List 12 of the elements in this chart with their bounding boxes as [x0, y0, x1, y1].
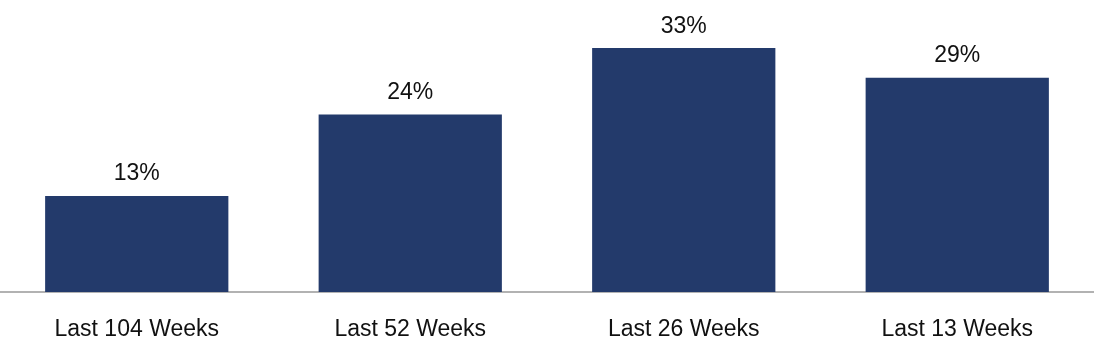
bar	[865, 77, 1049, 292]
x-tick-label: Last 13 Weeks	[881, 314, 1034, 341]
data-label: 13%	[113, 159, 160, 186]
x-tick-label: Last 52 Weeks	[334, 314, 487, 341]
data-label: 24%	[387, 78, 434, 105]
bar	[318, 114, 502, 292]
data-label: 33%	[660, 11, 707, 38]
x-tick-label: Last 26 Weeks	[607, 314, 760, 341]
data-label: 29%	[934, 41, 981, 68]
bar	[45, 195, 229, 292]
x-tick-label: Last 104 Weeks	[54, 314, 220, 341]
bar	[592, 48, 776, 292]
